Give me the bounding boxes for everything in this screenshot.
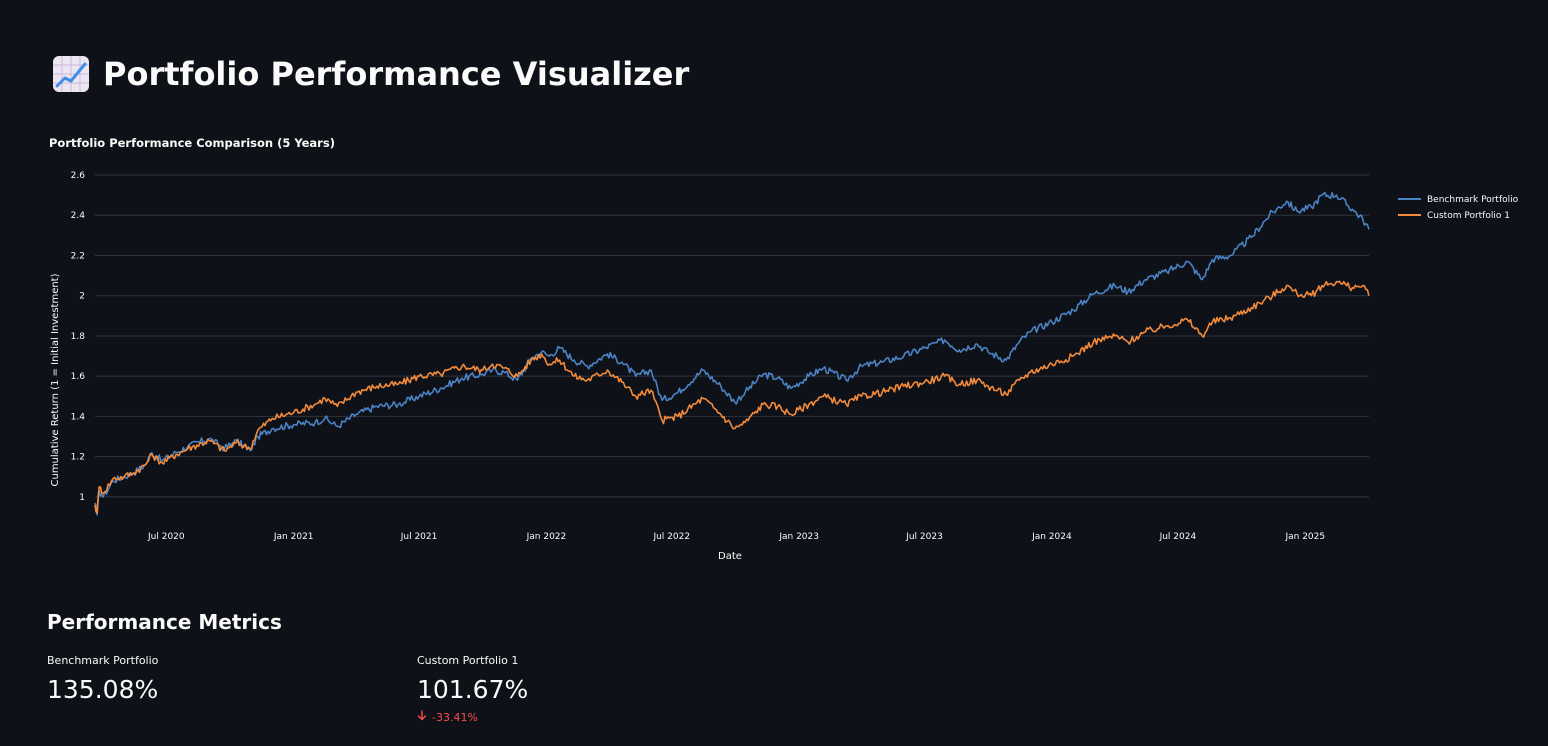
legend-item-benchmark[interactable]: Benchmark Portfolio (1398, 195, 1519, 205)
series-line-benchmark[interactable] (94, 191, 1370, 516)
chart-series[interactable] (94, 191, 1370, 516)
legend-item-custom[interactable]: Custom Portfolio 1 (1398, 211, 1510, 221)
y-tick-label: 2 (79, 292, 85, 302)
benchmark-metric: Benchmark Portfolio 135.08% (47, 654, 158, 704)
x-tick-label: Jul 2024 (1159, 532, 1197, 542)
custom-metric-value: 101.67% (417, 675, 529, 704)
x-tick-label: Jan 2024 (1031, 532, 1072, 542)
chart-legend[interactable]: Benchmark Portfolio Custom Portfolio 1 (1398, 195, 1519, 221)
metrics-heading: Performance Metrics (47, 610, 282, 634)
y-tick-label: 1 (79, 493, 85, 503)
y-tick-label: 1.6 (71, 372, 86, 382)
legend-label: Custom Portfolio 1 (1427, 211, 1510, 221)
benchmark-metric-label: Benchmark Portfolio (47, 654, 159, 667)
x-tick-label: Jan 2022 (526, 532, 567, 542)
arrow-down-icon (417, 710, 427, 724)
y-tick-label: 1.8 (71, 332, 86, 342)
x-tick-label: Jul 2021 (400, 532, 438, 542)
chart-title: Portfolio Performance Comparison (5 Year… (49, 136, 335, 150)
chart-svg[interactable]: Portfolio Performance Comparison (5 Year… (0, 125, 1548, 570)
custom-metric: Custom Portfolio 1 101.67% -33.41% (417, 654, 528, 724)
performance-chart[interactable]: Portfolio Performance Comparison (5 Year… (0, 125, 1548, 570)
x-tick-label: Jul 2022 (652, 532, 690, 542)
custom-metric-delta: -33.41% (417, 710, 528, 724)
benchmark-metric-value: 135.08% (47, 675, 159, 704)
x-tick-label: Jan 2023 (778, 532, 819, 542)
chart-gridlines (95, 174, 1369, 498)
x-tick-label: Jan 2025 (1284, 532, 1325, 542)
x-tick-label: Jul 2020 (147, 532, 185, 542)
y-tick-label: 2.6 (71, 171, 86, 181)
y-axis-title: Cumulative Return (1 = Initial Investmen… (50, 273, 61, 486)
x-tick-label: Jul 2023 (905, 532, 943, 542)
y-tick-label: 2.4 (71, 211, 86, 221)
header: Portfolio Performance Visualizer (53, 54, 689, 94)
y-tick-label: 2.2 (71, 251, 85, 261)
y-tick-label: 1.2 (71, 453, 85, 463)
custom-metric-delta-text: -33.41% (432, 710, 478, 724)
x-axis-ticks: Jul 2020 Jan 2021 Jul 2021 Jan 2022 Jul 2022… (147, 532, 1325, 542)
page-title: Portfolio Performance Visualizer (103, 55, 690, 93)
legend-label: Benchmark Portfolio (1427, 195, 1519, 205)
x-tick-label: Jan 2021 (273, 532, 314, 542)
series-line-custom[interactable] (94, 280, 1370, 514)
y-tick-label: 1.4 (71, 412, 86, 422)
chart-increasing-icon (53, 56, 89, 92)
custom-metric-label: Custom Portfolio 1 (417, 654, 519, 667)
x-axis-title: Date (718, 551, 742, 562)
y-axis-ticks: 1 1.2 1.4 1.6 1.8 2 2.2 2.4 2.6 (71, 171, 86, 503)
